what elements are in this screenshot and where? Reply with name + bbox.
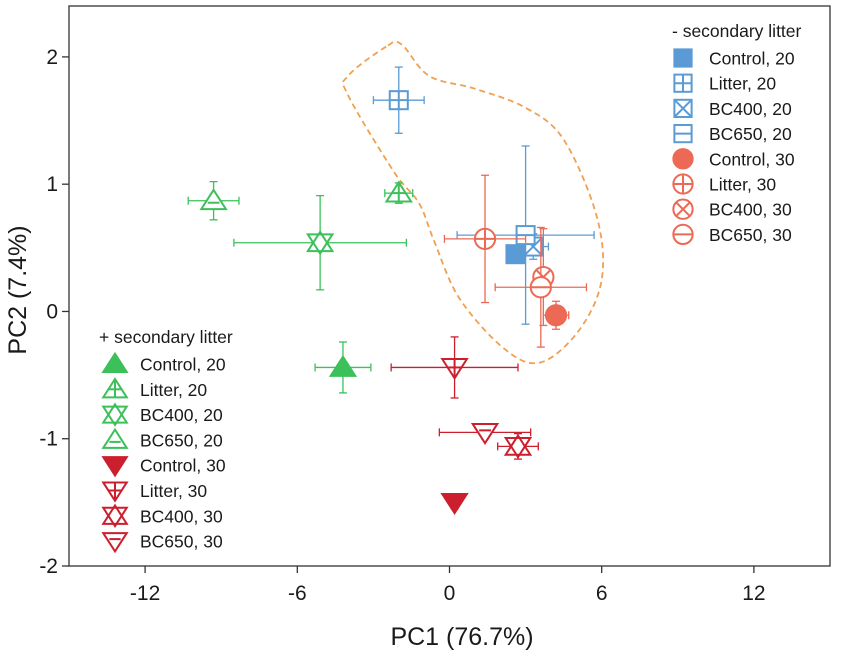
legend-label: BC400, 30 bbox=[140, 506, 223, 526]
legend-marker bbox=[673, 123, 693, 144]
point-marker bbox=[544, 304, 568, 327]
data-point-plus-control-20 bbox=[314, 341, 372, 394]
legend-label: BC400, 20 bbox=[709, 99, 792, 119]
legend-entry: BC650, 20 bbox=[101, 427, 223, 450]
data-point-minus-litter-20 bbox=[372, 66, 425, 134]
point-marker bbox=[384, 180, 413, 203]
legend-marker bbox=[101, 481, 129, 503]
legend-label: BC650, 20 bbox=[709, 124, 792, 144]
legend-entry: BC650, 30 bbox=[672, 223, 792, 246]
data-point-minus-control-30 bbox=[542, 300, 570, 330]
data-point-plus-bc650-20 bbox=[187, 180, 240, 221]
x-tick-label: 12 bbox=[742, 582, 765, 605]
legend-entry: Litter, 30 bbox=[101, 481, 207, 503]
legend-entry: BC650, 30 bbox=[101, 532, 223, 554]
x-tick-label: -6 bbox=[288, 582, 307, 605]
legend-marker bbox=[673, 98, 693, 119]
legend-entry: BC400, 20 bbox=[673, 98, 792, 119]
data-point-plus-litter-20 bbox=[384, 180, 414, 204]
point-marker bbox=[440, 358, 469, 381]
point-marker bbox=[470, 422, 500, 445]
point-marker bbox=[305, 230, 335, 256]
legend-top-right: - secondary litter Control, 20 Litter, 20 B… bbox=[672, 21, 802, 246]
y-tick-label: 1 bbox=[46, 173, 58, 196]
legend-entry: Litter, 30 bbox=[672, 173, 776, 195]
legend-label: BC650, 30 bbox=[709, 225, 792, 245]
legend-marker bbox=[672, 223, 694, 246]
legend-bottom-left: + secondary litter Control, 20 Litter, 20 B… bbox=[99, 327, 233, 554]
legend-title: + secondary litter bbox=[99, 327, 233, 347]
x-axis-label: PC1 (76.7%) bbox=[390, 623, 533, 651]
legend-title: - secondary litter bbox=[672, 21, 802, 41]
point-marker bbox=[505, 244, 526, 265]
legend-label: BC650, 30 bbox=[140, 532, 223, 552]
cluster-hull bbox=[341, 40, 605, 365]
data-point-plus-bc400-30 bbox=[497, 432, 539, 460]
dashed-cluster-hull bbox=[341, 40, 605, 365]
legend-label: Control, 20 bbox=[709, 49, 795, 69]
point-marker bbox=[503, 433, 533, 459]
legend-label: Control, 30 bbox=[140, 456, 226, 476]
y-axis-label: PC2 (7.4%) bbox=[4, 225, 32, 354]
legend-label: Litter, 30 bbox=[709, 175, 776, 195]
data-point-plus-bc650-30 bbox=[438, 422, 532, 445]
y-tick-label: -1 bbox=[39, 428, 58, 451]
point-marker bbox=[440, 492, 469, 515]
legend-marker bbox=[101, 456, 129, 478]
legend-entry: Control, 30 bbox=[101, 456, 226, 478]
legend-marker bbox=[673, 73, 693, 93]
legend-marker bbox=[101, 351, 129, 374]
legends: - secondary litter Control, 20 Litter, 20 B… bbox=[99, 21, 802, 554]
legend-marker bbox=[101, 377, 129, 399]
legend-entry: Litter, 20 bbox=[673, 73, 776, 94]
legend-entry: BC400, 30 bbox=[672, 198, 792, 220]
legend-marker bbox=[101, 503, 129, 528]
legend-marker bbox=[101, 427, 129, 449]
data-point-plus-litter-30 bbox=[390, 336, 519, 399]
point-marker bbox=[529, 276, 552, 299]
legend-entry: Control, 30 bbox=[672, 148, 795, 170]
x-tick-label: 6 bbox=[596, 582, 608, 605]
y-tick-label: 2 bbox=[46, 46, 58, 69]
legend-label: Litter, 20 bbox=[140, 380, 207, 400]
data-marks bbox=[187, 66, 595, 515]
point-marker bbox=[473, 227, 497, 251]
legend-entry: BC400, 30 bbox=[101, 503, 223, 528]
data-point-minus-control-20 bbox=[505, 244, 526, 265]
point-marker bbox=[328, 354, 358, 377]
legend-marker bbox=[672, 148, 694, 170]
legend-marker bbox=[672, 173, 694, 195]
data-point-plus-bc400-20 bbox=[233, 194, 408, 291]
legend-marker bbox=[101, 402, 129, 427]
legend-entry: Control, 20 bbox=[673, 48, 795, 69]
data-point-minus-litter-30 bbox=[443, 174, 527, 304]
legend-entry: BC650, 20 bbox=[673, 123, 792, 144]
legend-entry: Litter, 20 bbox=[101, 377, 207, 400]
data-point-plus-control-30 bbox=[440, 492, 469, 515]
x-tick-label: 0 bbox=[444, 582, 456, 605]
legend-entry: Control, 20 bbox=[101, 351, 226, 375]
legend-label: BC400, 30 bbox=[709, 200, 792, 220]
data-point-minus-bc650-30 bbox=[494, 226, 588, 348]
legend-marker bbox=[672, 198, 694, 220]
y-tick-label: 0 bbox=[46, 300, 58, 323]
legend-label: Control, 20 bbox=[140, 355, 226, 375]
legend-entry: BC400, 20 bbox=[101, 402, 223, 427]
x-tick-label: -12 bbox=[130, 582, 160, 605]
point-marker bbox=[388, 90, 409, 111]
legend-label: Litter, 30 bbox=[140, 481, 207, 501]
legend-marker bbox=[673, 48, 693, 68]
legend-marker bbox=[101, 532, 129, 554]
point-marker bbox=[199, 188, 228, 211]
legend-label: BC400, 20 bbox=[140, 405, 223, 425]
legend-label: Control, 30 bbox=[709, 149, 795, 169]
legend-label: Litter, 20 bbox=[709, 74, 776, 94]
y-tick-label: -2 bbox=[39, 555, 58, 578]
legend-label: BC650, 20 bbox=[140, 430, 223, 450]
